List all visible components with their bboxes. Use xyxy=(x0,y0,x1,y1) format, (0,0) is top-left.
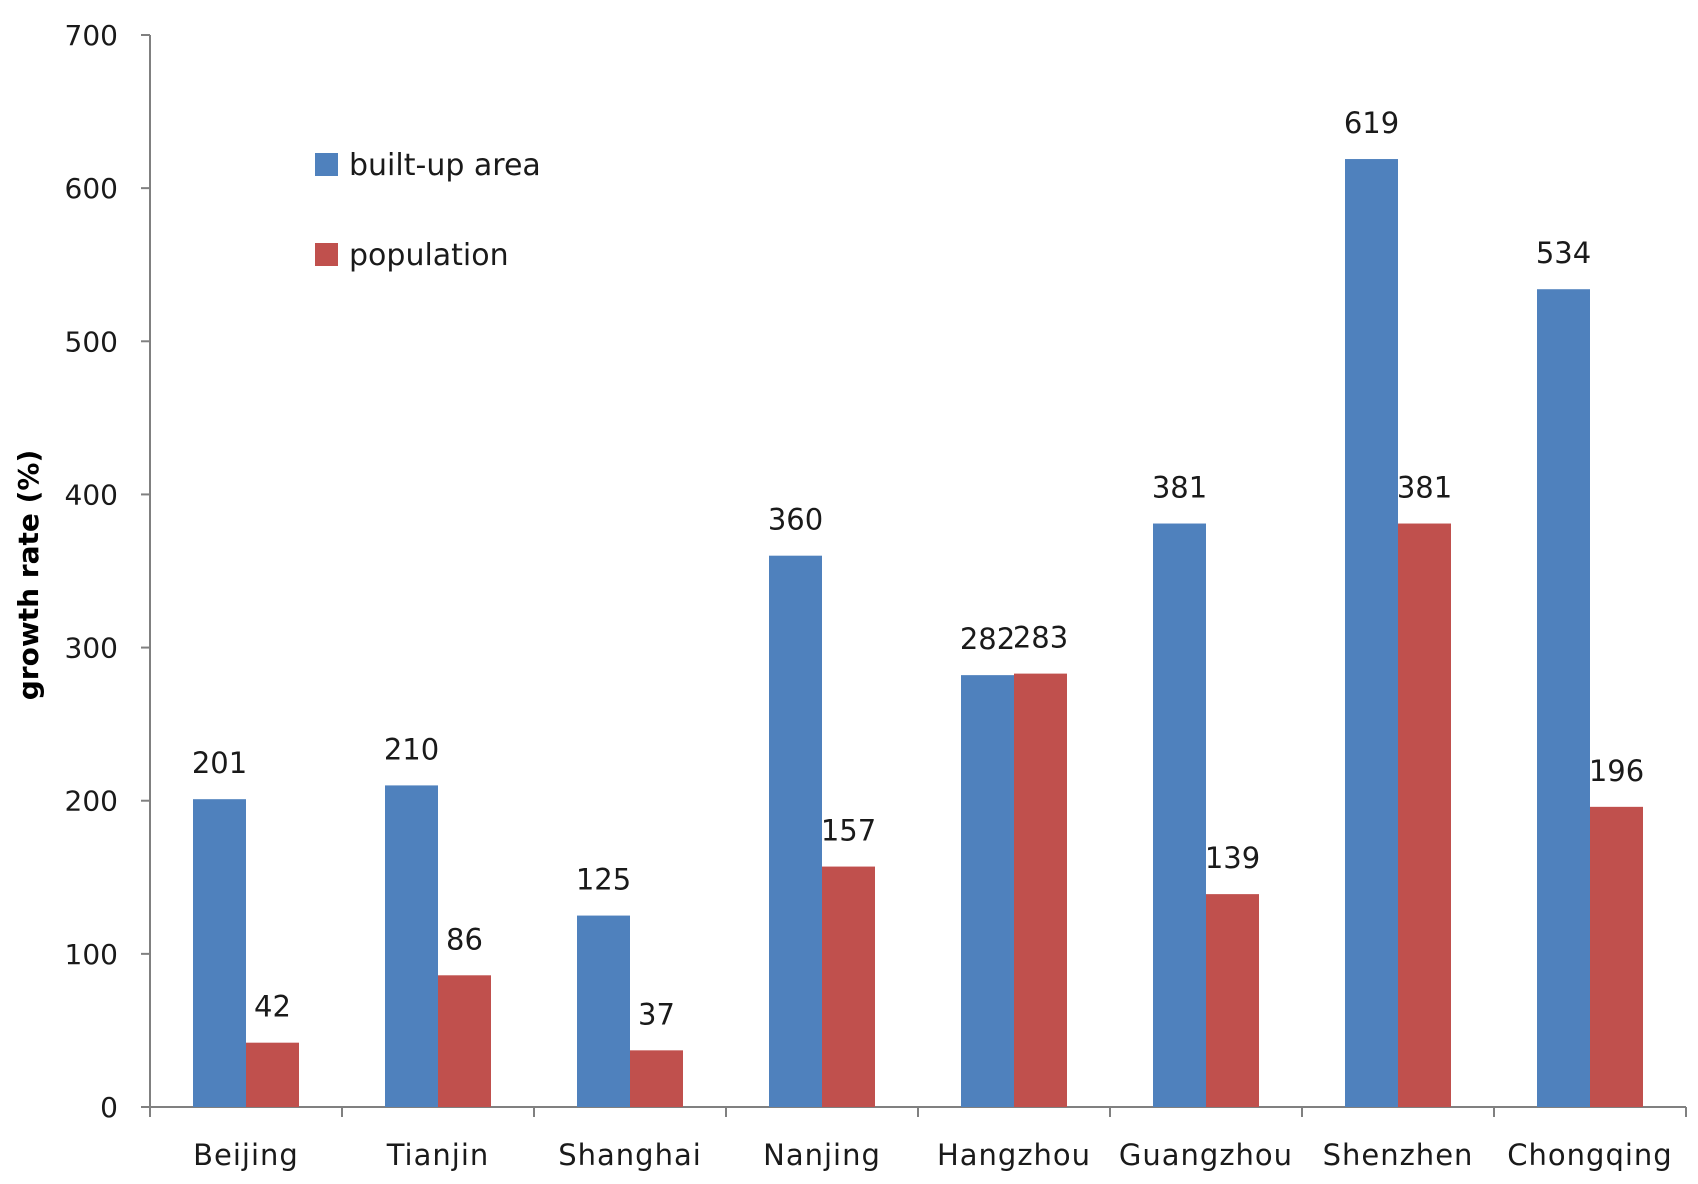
data-label: 282 xyxy=(960,622,1015,656)
data-label: 201 xyxy=(192,746,247,780)
x-category-label: Chongqing xyxy=(1507,1138,1672,1172)
bar-population xyxy=(1206,894,1259,1107)
data-label: 210 xyxy=(384,732,439,766)
legend-label: built-up area xyxy=(349,148,541,183)
bar-population xyxy=(630,1050,683,1107)
legend-swatch xyxy=(315,243,338,266)
bar-population xyxy=(438,975,491,1107)
legend: built-up area population xyxy=(315,148,541,273)
bar-built-up-area xyxy=(961,675,1014,1107)
bar-built-up-area xyxy=(769,555,822,1107)
data-label: 534 xyxy=(1536,236,1591,270)
y-axis-title: growth rate (%) xyxy=(12,450,45,701)
bar-built-up-area xyxy=(1537,289,1590,1107)
bar-population xyxy=(246,1042,299,1107)
y-tick-label: 0 xyxy=(100,1091,118,1124)
x-category-label: Shenzhen xyxy=(1323,1138,1474,1172)
data-label: 157 xyxy=(821,814,876,848)
y-tick-label: 500 xyxy=(65,325,118,358)
y-tick-label: 100 xyxy=(65,938,118,971)
bar-population xyxy=(822,866,875,1107)
data-label: 360 xyxy=(768,503,823,537)
bar-built-up-area xyxy=(193,799,246,1107)
x-category-label: Hangzhou xyxy=(937,1138,1091,1172)
bar-population xyxy=(1014,673,1067,1107)
x-category-label: Shanghai xyxy=(558,1138,702,1172)
data-label: 42 xyxy=(254,990,291,1024)
x-category-label: Beijing xyxy=(193,1138,299,1172)
data-label: 86 xyxy=(446,922,483,956)
bar-population xyxy=(1590,806,1643,1107)
data-label: 619 xyxy=(1344,106,1399,140)
bar-built-up-area xyxy=(385,785,438,1107)
x-category-label: Guangzhou xyxy=(1119,1138,1293,1172)
bar-built-up-area xyxy=(1345,159,1398,1107)
y-tick-label: 700 xyxy=(65,19,118,52)
legend-swatch xyxy=(315,153,338,176)
data-label: 37 xyxy=(638,997,675,1031)
y-tick-label: 600 xyxy=(65,172,118,205)
data-label: 381 xyxy=(1397,471,1452,505)
y-tick-label: 300 xyxy=(65,632,118,665)
y-tick-label: 200 xyxy=(65,785,118,818)
x-category-label: Tianjin xyxy=(386,1138,490,1172)
legend-label: population xyxy=(349,238,509,273)
x-category-label: Nanjing xyxy=(763,1138,881,1172)
data-label: 125 xyxy=(576,863,631,897)
data-label: 283 xyxy=(1013,621,1068,655)
data-label: 381 xyxy=(1152,471,1207,505)
bar-built-up-area xyxy=(577,915,630,1107)
bars xyxy=(193,159,1643,1107)
bar-built-up-area xyxy=(1153,523,1206,1107)
data-label: 196 xyxy=(1589,754,1644,788)
y-tick-label: 400 xyxy=(65,478,118,511)
axes: 0 100 200 300 400 500 600 700 Beijing Tianjin Shan… xyxy=(65,19,1687,1172)
bar-population xyxy=(1398,523,1451,1107)
data-label: 139 xyxy=(1205,841,1260,875)
